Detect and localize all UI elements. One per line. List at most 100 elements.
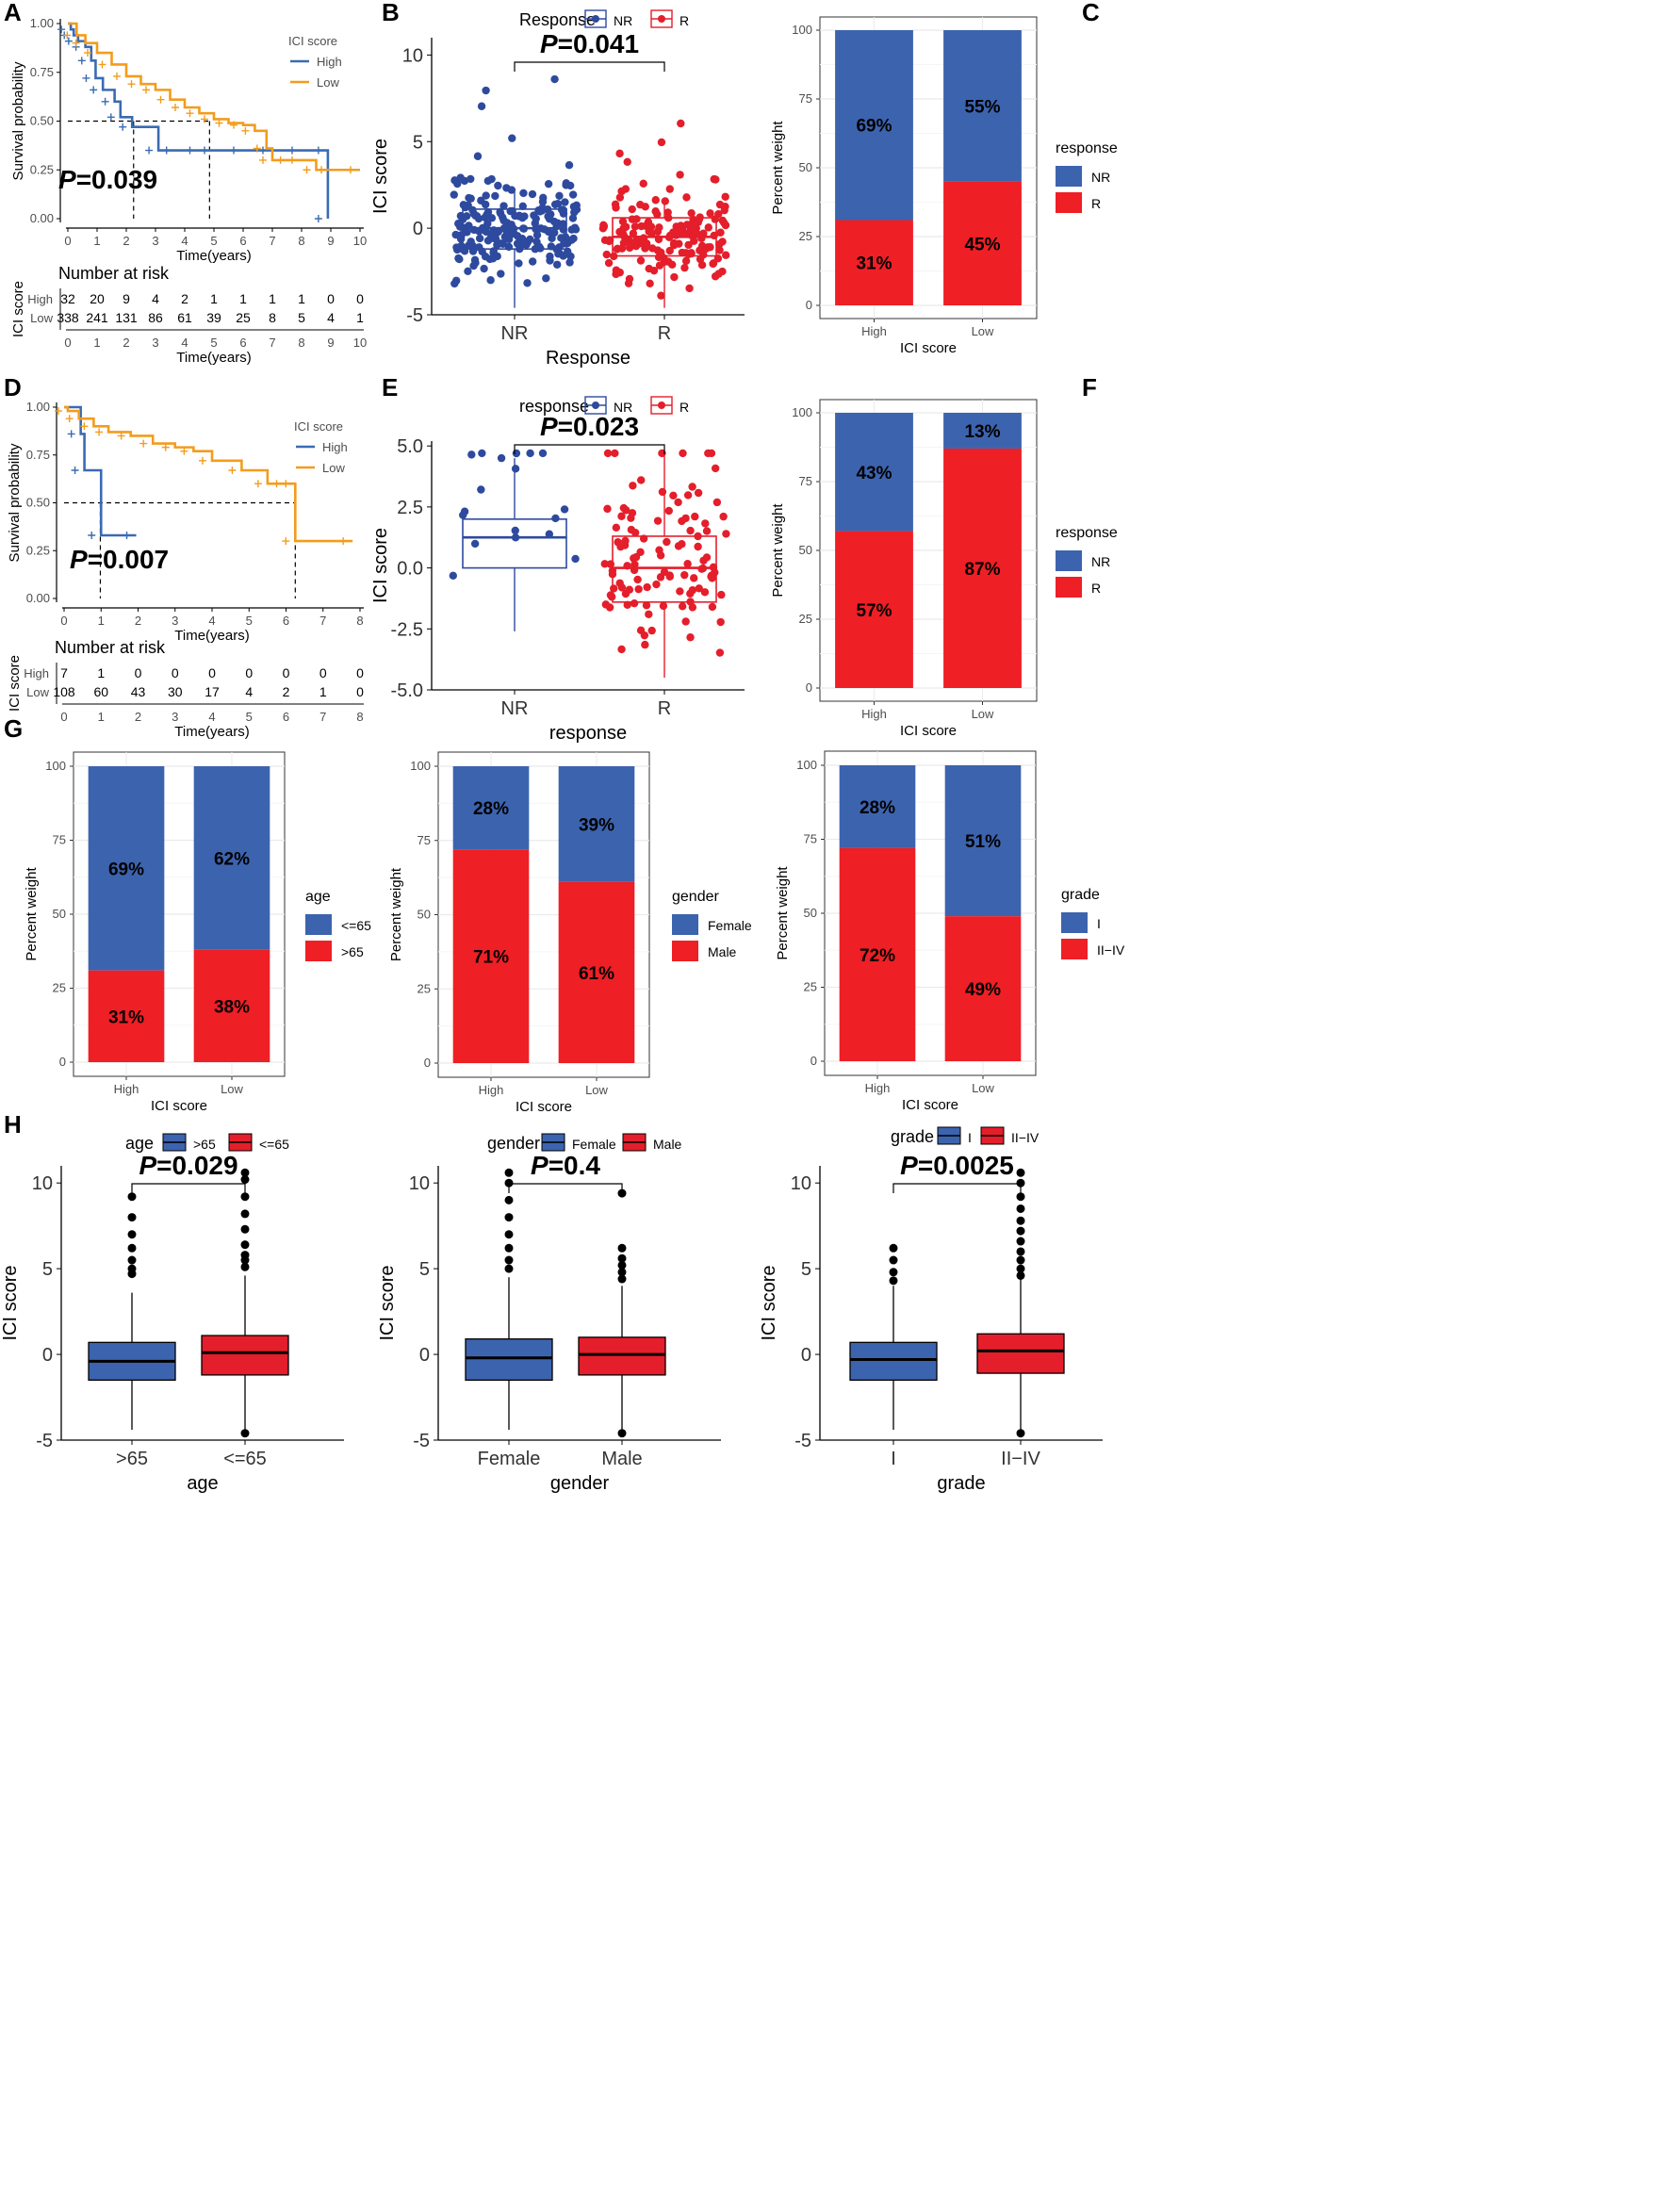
data-point-NR <box>486 276 495 285</box>
legend-title: response <box>1056 525 1118 541</box>
data-point-NR <box>546 256 554 265</box>
x-tick-label: 3 <box>172 614 178 628</box>
legend-title: age <box>125 1134 154 1153</box>
y-tick-label: 25 <box>804 980 817 994</box>
x-axis-title: Time(years) <box>174 628 249 644</box>
legend-label: NR <box>614 400 632 415</box>
outlier-point <box>504 1178 514 1188</box>
data-point-R <box>658 487 667 497</box>
bar-data-label: 38% <box>214 997 250 1017</box>
legend-key-NR <box>1056 166 1082 187</box>
censor-mark <box>282 480 290 488</box>
x-tick-label: Male <box>601 1449 642 1469</box>
outlier-point <box>1016 1429 1025 1438</box>
outlier-point <box>240 1224 250 1234</box>
x-tick-label: II−IV <box>1001 1449 1040 1469</box>
data-point-NR <box>567 236 576 244</box>
data-point-NR <box>538 197 548 206</box>
risk-x-tick-label: 0 <box>60 710 67 724</box>
data-point-R <box>641 640 649 649</box>
censor-mark <box>57 25 66 34</box>
data-point-NR <box>453 179 462 188</box>
y-tick-label: 75 <box>418 833 431 847</box>
censor-mark <box>161 443 170 451</box>
y-tick-label: 50 <box>418 908 431 922</box>
censor-mark <box>180 447 188 455</box>
x-tick-label: R <box>658 698 671 719</box>
km-panel-D: D 0.00 0.25 0.50 0.75 1.00 0 1 2 3 4 5 6 7 8 Time(years… <box>4 373 364 740</box>
data-point-R <box>684 240 693 250</box>
significance-bracket <box>892 1183 1022 1193</box>
legend-title: gender <box>487 1134 540 1153</box>
outlier-point <box>504 1230 514 1239</box>
bar-data-label: 87% <box>964 560 1000 580</box>
data-point-R <box>645 610 653 618</box>
bar-data-label: 49% <box>965 980 1001 1000</box>
data-point-R <box>716 617 725 627</box>
data-point-NR <box>528 189 537 199</box>
risk-row-label: Low <box>30 311 53 325</box>
censor-mark <box>88 532 96 540</box>
legend-key-II−IV <box>1061 939 1088 959</box>
data-point-NR <box>565 181 575 190</box>
data-point-NR <box>467 174 475 184</box>
x-tick-label: <=65 <box>223 1449 267 1469</box>
y-tick-label: -5 <box>413 1431 430 1451</box>
legend-title: grade <box>1061 887 1100 903</box>
data-point-R <box>680 263 689 272</box>
x-tick-label: 3 <box>152 234 158 248</box>
data-point-NR <box>454 254 463 263</box>
panel-label: B <box>382 0 400 26</box>
data-point-R <box>665 246 674 255</box>
data-point-NR <box>565 258 574 267</box>
data-point-NR <box>450 190 458 199</box>
data-point-NR <box>469 261 478 270</box>
data-point-NR <box>568 190 578 199</box>
outlier-point <box>1016 1247 1025 1256</box>
data-point-R <box>706 209 714 218</box>
censor-mark <box>162 146 171 155</box>
data-point-R <box>659 601 668 611</box>
x-tick-label: 8 <box>356 614 363 628</box>
stacked-panel-F: F 0 25 50 75 100 43% 57% High 13% 87% Low ICI score P… <box>770 373 1118 739</box>
censor-mark <box>201 146 208 155</box>
bar-data-label: 28% <box>860 798 895 818</box>
x-tick-label: 4 <box>208 614 215 628</box>
risk-x-tick-label: 9 <box>327 336 334 350</box>
legend-label: Low <box>322 461 345 475</box>
data-point-R <box>699 251 708 259</box>
data-point-R <box>630 560 639 569</box>
outlier-point <box>617 1253 627 1263</box>
risk-count: 17 <box>205 684 220 699</box>
bar-segment-NR <box>943 413 1022 449</box>
censor-mark <box>119 123 127 131</box>
data-point-R <box>681 256 691 266</box>
data-point-R <box>612 523 621 533</box>
bar-segment-Male <box>452 849 530 1063</box>
data-point-R <box>653 516 663 525</box>
data-point-R <box>600 236 610 245</box>
x-tick-label: High <box>114 1082 139 1096</box>
y-tick-label: 0 <box>806 298 812 312</box>
censor-mark <box>314 146 322 155</box>
outlier-point <box>240 1209 250 1219</box>
data-point-NR <box>518 202 528 210</box>
p-value-prefix: P <box>531 1151 548 1180</box>
km-curve-high <box>64 405 137 537</box>
x-tick-label: 5 <box>246 614 253 628</box>
outlier-point <box>127 1264 137 1273</box>
data-point-NR <box>523 279 532 287</box>
data-point-R <box>657 291 665 300</box>
bar-segment-II−IV <box>839 847 916 1061</box>
legend-key-Female <box>672 914 698 935</box>
data-point-R <box>620 222 630 232</box>
y-tick-label: 100 <box>796 758 817 772</box>
significance-bracket <box>514 61 665 72</box>
data-point-R <box>686 526 695 535</box>
data-point-NR <box>459 201 468 209</box>
x-tick-label: 0 <box>64 234 71 248</box>
p-value-number: =0.039 <box>76 165 157 194</box>
data-point-NR <box>544 227 553 237</box>
data-point-R <box>710 174 718 184</box>
y-tick-label: 2.5 <box>397 498 423 518</box>
